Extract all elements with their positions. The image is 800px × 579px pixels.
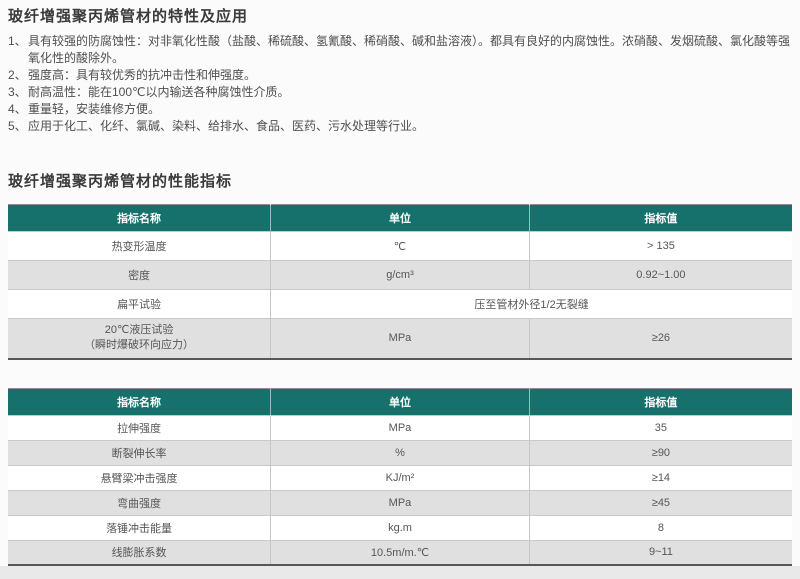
table-row: 热变形温度 ℃ > 135	[8, 231, 792, 261]
header-indicator-value: 指标值	[528, 388, 792, 415]
cell-line-1: 20℃液压试验	[104, 324, 174, 337]
list-item: 4、 重量轻，安装维修方便。	[8, 101, 792, 118]
table-cell: ≥26	[528, 318, 792, 359]
table-cell: 8	[528, 514, 792, 540]
table-cell: g/cm³	[270, 260, 530, 290]
performance-section-title: 玻纤增强聚丙烯管材的性能指标	[8, 173, 233, 190]
table-cell: 10.5m/m.℃	[270, 539, 530, 565]
performance-table-2: 指标名称 单位 指标值 拉伸强度 MPa 35 断裂伸长率 % ≥90 悬臂梁冲…	[8, 387, 792, 566]
table-header-row: 指标名称 单位 指标值	[8, 204, 792, 232]
list-item-text: 重量轻，安装维修方便。	[28, 102, 161, 116]
cell-line-2: （瞬时爆破环向应力）	[84, 339, 195, 352]
list-item-text: 具有较强的防腐蚀性：对非氧化性酸（盐酸、稀硫酸、氢氰酸、稀硝酸、碱和盐溶液）。都…	[28, 34, 791, 65]
list-item-number: 2、	[8, 68, 27, 82]
list-item: 1、 具有较强的防腐蚀性：对非氧化性酸（盐酸、稀硫酸、氢氰酸、稀硝酸、碱和盐溶液…	[8, 33, 792, 67]
header-indicator-value: 指标值	[528, 204, 792, 232]
table-cell: MPa	[270, 489, 530, 515]
table-cell: > 135	[528, 231, 792, 261]
list-item-number: 3、	[8, 85, 27, 99]
list-item: 5、 应用于化工、化纤、氯碱、染料、给排水、食品、医药、污水处理等行业。	[8, 118, 792, 135]
table-cell: ℃	[270, 231, 530, 261]
table-cell: ≥45	[528, 489, 792, 515]
table-cell: 9~11	[528, 539, 792, 565]
table-cell: 扁平试验	[8, 289, 271, 319]
table-header-row: 指标名称 单位 指标值	[8, 388, 792, 415]
table-cell: %	[270, 439, 530, 465]
table-cell: 20℃液压试验 （瞬时爆破环向应力）	[8, 318, 271, 359]
table-cell: MPa	[270, 414, 530, 440]
table-cell: 拉伸强度	[8, 414, 271, 440]
table-cell: 悬臂梁冲击强度	[8, 464, 271, 490]
datasheet-page: 玻纤增强聚丙烯管材的特性及应用 1、 具有较强的防腐蚀性：对非氧化性酸（盐酸、稀…	[8, 8, 792, 566]
features-section-title: 玻纤增强聚丙烯管材的特性及应用	[8, 8, 249, 25]
table-row: 落锤冲击能量 kg.m 8	[8, 514, 792, 540]
list-item-number: 5、	[8, 119, 27, 133]
table-row: 扁平试验 压至管材外径1/2无裂缝	[8, 289, 792, 319]
page-bottom-strip	[0, 566, 800, 579]
list-item-text: 应用于化工、化纤、氯碱、染料、给排水、食品、医药、污水处理等行业。	[28, 119, 425, 133]
table-row: 拉伸强度 MPa 35	[8, 414, 792, 440]
table-cell: MPa	[270, 318, 530, 359]
header-unit: 单位	[270, 388, 530, 415]
table-cell: 0.92~1.00	[528, 260, 792, 290]
list-item: 2、 强度高：具有较优秀的抗冲击性和伸强度。	[8, 67, 792, 84]
table-row: 线膨胀系数 10.5m/m.℃ 9~11	[8, 539, 792, 565]
header-indicator-name: 指标名称	[8, 388, 271, 415]
header-unit: 单位	[270, 204, 530, 232]
table-cell: 落锤冲击能量	[8, 514, 271, 540]
list-item-text: 强度高：具有较优秀的抗冲击性和伸强度。	[28, 68, 257, 82]
table-cell: 弯曲强度	[8, 489, 271, 515]
list-item-text: 耐高温性：能在100℃以内输送各种腐蚀性介质。	[28, 85, 290, 99]
list-item: 3、 耐高温性：能在100℃以内输送各种腐蚀性介质。	[8, 84, 792, 101]
features-list: 1、 具有较强的防腐蚀性：对非氧化性酸（盐酸、稀硫酸、氢氰酸、稀硝酸、碱和盐溶液…	[8, 33, 792, 135]
table-row: 悬臂梁冲击强度 KJ/m² ≥14	[8, 464, 792, 490]
table-cell: kg.m	[270, 514, 530, 540]
table-row: 断裂伸长率 % ≥90	[8, 439, 792, 465]
header-indicator-name: 指标名称	[8, 204, 271, 232]
table-cell: 热变形温度	[8, 231, 271, 261]
table-cell: ≥90	[528, 439, 792, 465]
table-cell: 密度	[8, 260, 271, 290]
table-cell: 35	[528, 414, 792, 440]
table-row: 20℃液压试验 （瞬时爆破环向应力） MPa ≥26	[8, 318, 792, 359]
table-cell-merged: 压至管材外径1/2无裂缝	[270, 289, 792, 319]
table-cell: ≥14	[528, 464, 792, 490]
table-row: 弯曲强度 MPa ≥45	[8, 489, 792, 515]
table-row: 密度 g/cm³ 0.92~1.00	[8, 260, 792, 290]
table-cell: KJ/m²	[270, 464, 530, 490]
list-item-number: 4、	[8, 102, 27, 116]
table-cell: 断裂伸长率	[8, 439, 271, 465]
table-cell: 线膨胀系数	[8, 539, 271, 565]
performance-table-1: 指标名称 单位 指标值 热变形温度 ℃ > 135 密度 g/cm³ 0.92~…	[8, 204, 792, 360]
list-item-number: 1、	[8, 34, 27, 48]
